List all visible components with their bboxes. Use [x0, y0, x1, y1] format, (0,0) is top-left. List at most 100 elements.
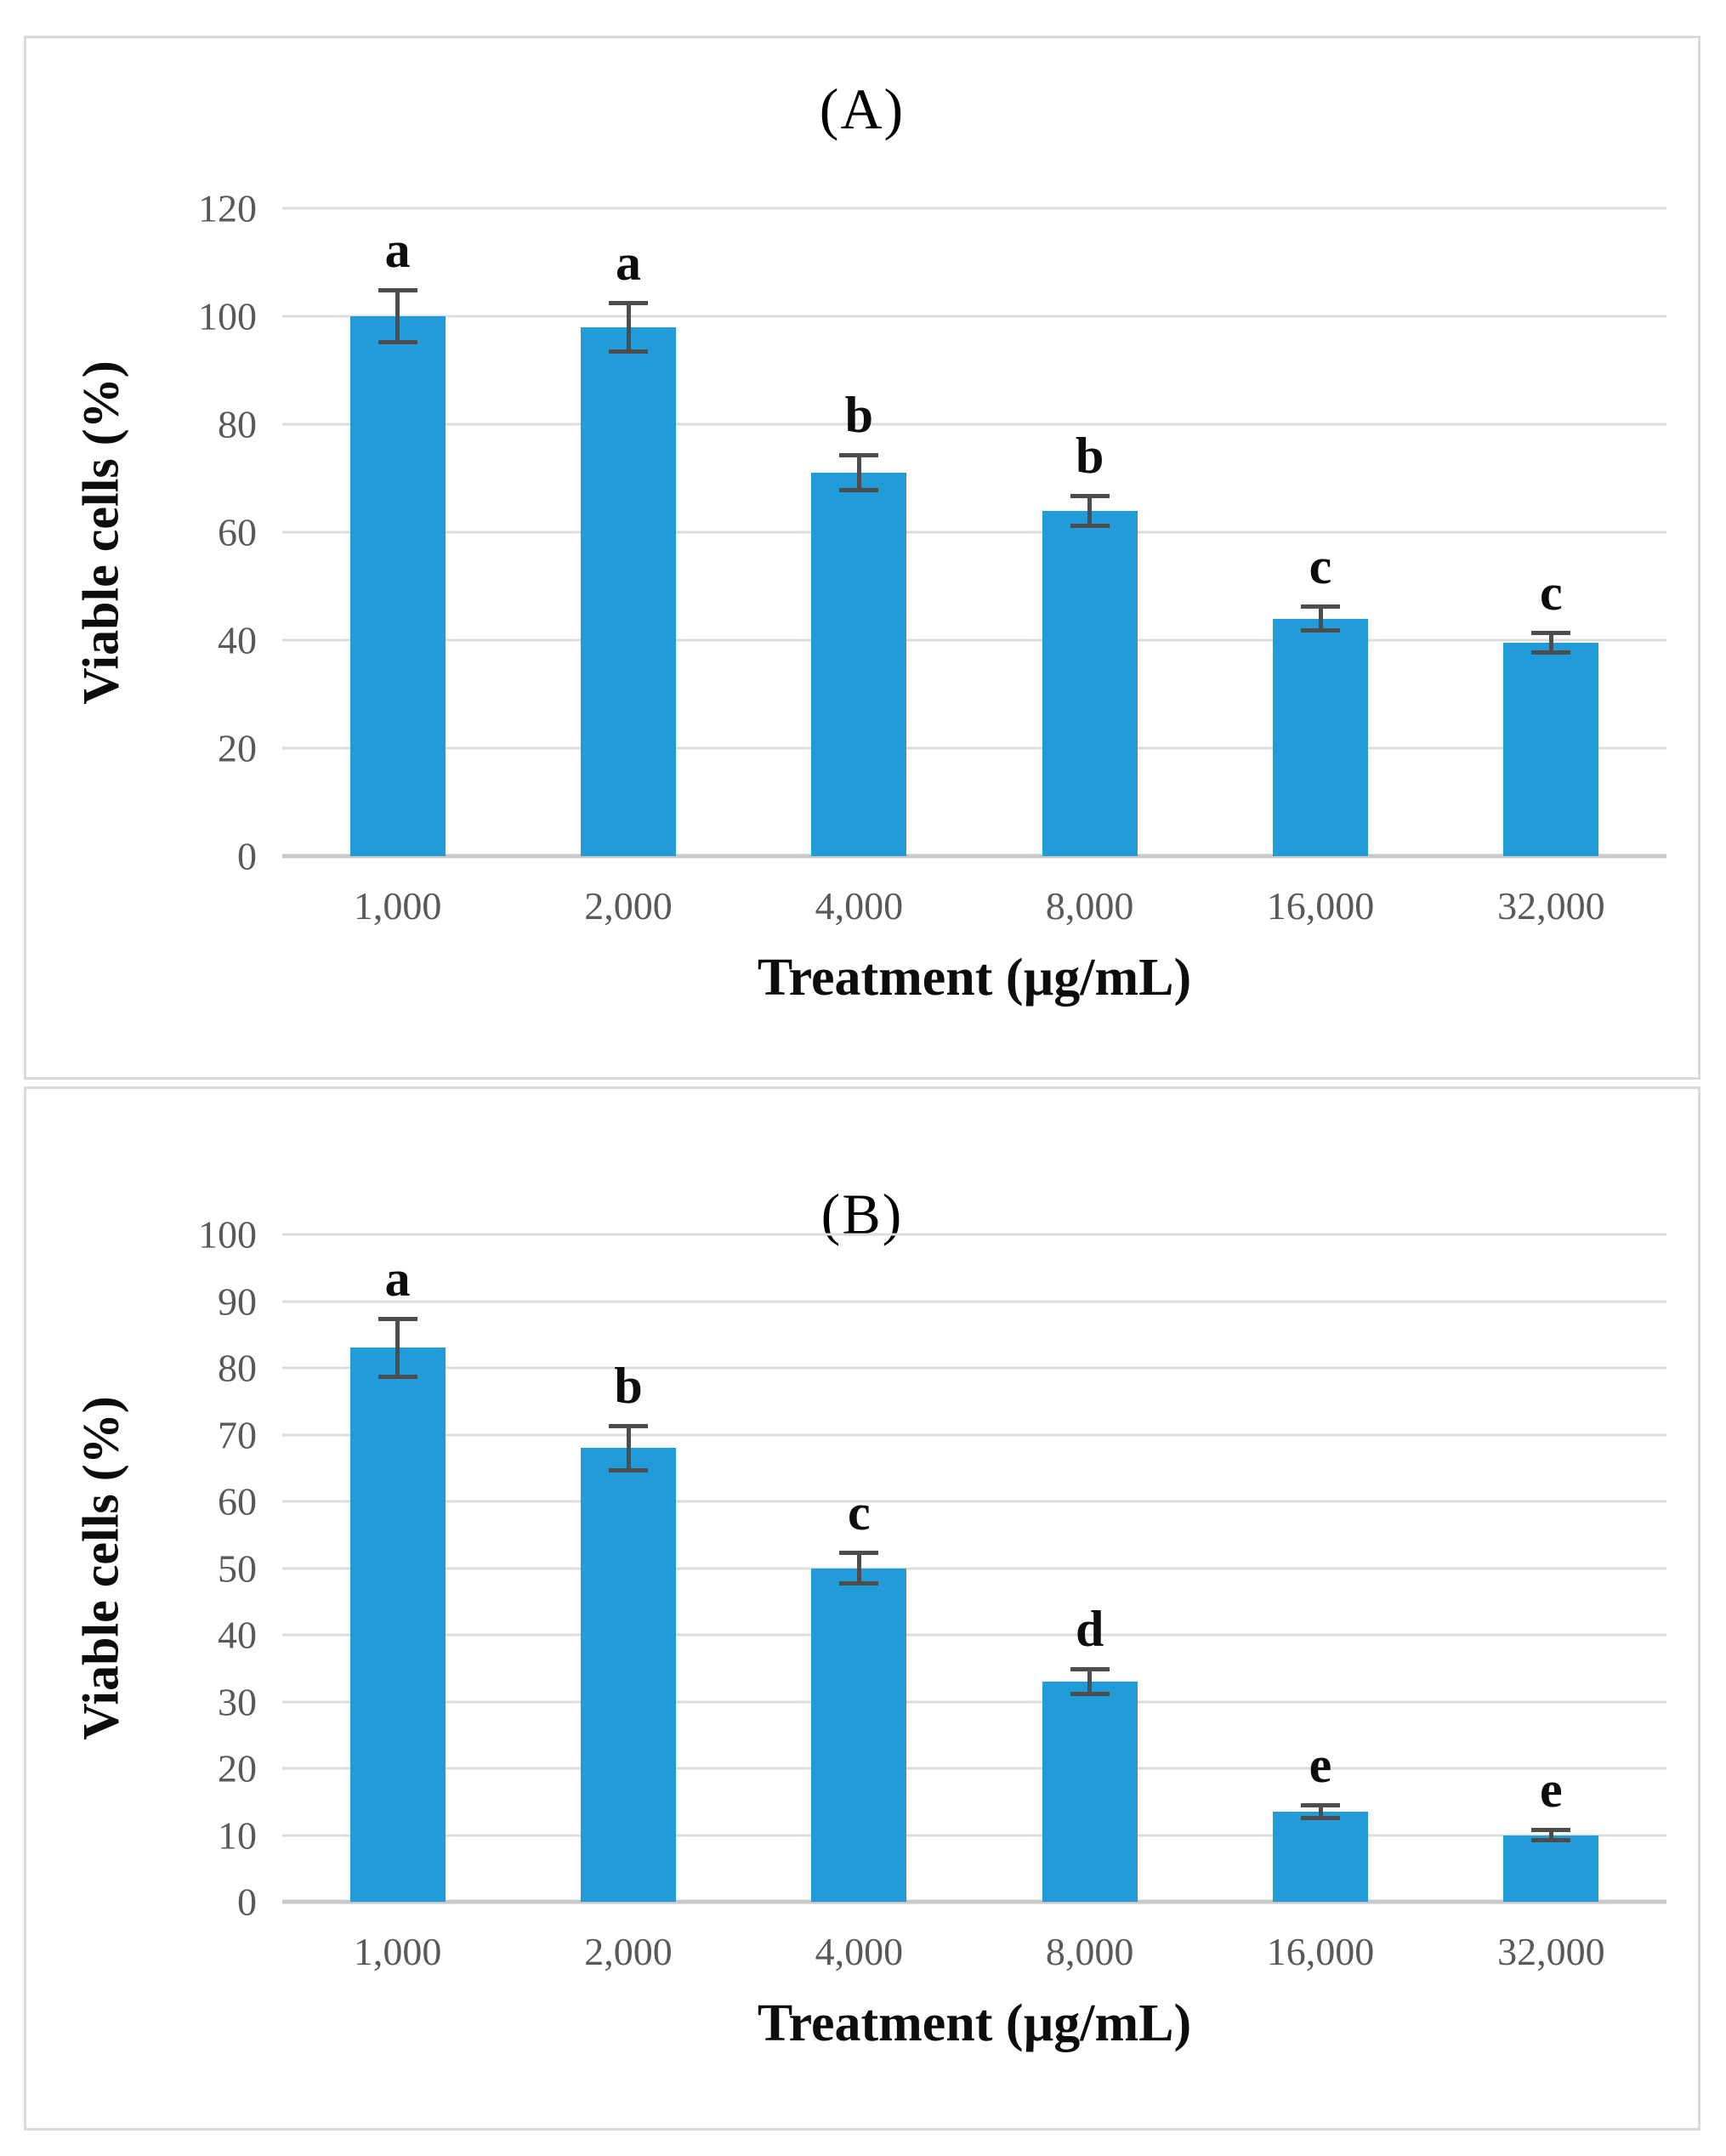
- x-tick-label: 2,000: [584, 1930, 673, 1973]
- error-bar-cap-top: [839, 452, 879, 457]
- error-bar-cap-top: [609, 1423, 648, 1428]
- significance-letter: c: [1540, 565, 1563, 621]
- significance-letter: b: [844, 386, 874, 443]
- gridline: [282, 638, 1666, 642]
- significance-letter: b: [614, 1357, 643, 1414]
- y-tick-label: 90: [218, 1279, 257, 1323]
- error-bar: [1087, 1668, 1093, 1695]
- x-axis-title: Treatment (µg/mL): [757, 949, 1192, 1007]
- y-tick-label: 120: [198, 186, 257, 230]
- x-tick-label: 1,000: [353, 884, 442, 928]
- y-tick-label: 10: [218, 1813, 257, 1857]
- bar: [811, 473, 907, 856]
- x-tick-label: 4,000: [815, 884, 904, 928]
- error-bar-cap-bottom: [839, 1581, 879, 1586]
- y-tick-label: 50: [218, 1546, 257, 1590]
- y-tick-label: 20: [218, 1746, 257, 1790]
- gridline: [282, 746, 1666, 750]
- bar: [349, 1348, 446, 1902]
- y-tick-label: 20: [218, 726, 257, 770]
- error-bar-cap-bottom: [1531, 650, 1571, 655]
- error-bar-cap-top: [1070, 493, 1110, 498]
- x-axis-tick-labels: 1,000 2,000 4,000 8,000 16,000 32,000: [282, 1929, 1666, 1980]
- gridline: [282, 1767, 1666, 1770]
- bar: [1273, 1812, 1368, 1902]
- error-bar-cap-top: [839, 1550, 879, 1555]
- x-axis-title: Treatment (µg/mL): [757, 1994, 1192, 2052]
- gridline: [282, 1700, 1666, 1703]
- gridline: [282, 1567, 1666, 1569]
- gridline: [282, 1366, 1666, 1370]
- bar: [1042, 510, 1138, 856]
- bar: [1503, 1835, 1599, 1902]
- gridline: [282, 1433, 1666, 1436]
- plot-area: a b c d e e: [282, 1233, 1666, 1904]
- error-bar-cap-bottom: [609, 349, 648, 354]
- gridline: [282, 1834, 1666, 1836]
- gridline: [282, 423, 1666, 426]
- significance-letter: a: [384, 222, 411, 279]
- x-tick-label: 4,000: [815, 1930, 904, 1973]
- error-bar-cap-bottom: [378, 339, 417, 344]
- x-axis-tick-labels: 1,000 2,000 4,000 8,000 16,000 32,000: [282, 883, 1666, 934]
- y-tick-label: 40: [218, 618, 257, 662]
- error-bar: [1318, 604, 1323, 633]
- gridline: [282, 1500, 1666, 1503]
- y-tick-label: 60: [218, 1479, 257, 1523]
- error-bar-cap-bottom: [1301, 1816, 1340, 1821]
- significance-letter: a: [616, 234, 641, 291]
- figure-panel-b: (B) Viable cells (%) 0 10 20 30 40 50 60 70 80 90…: [24, 1087, 1700, 2130]
- panel-title-a: (A): [819, 77, 906, 141]
- x-tick-label: 32,000: [1497, 884, 1605, 928]
- x-tick-label: 8,000: [1045, 1930, 1134, 1973]
- x-axis-line: [282, 1899, 1666, 1904]
- error-bar-cap-top: [1301, 604, 1340, 609]
- error-bar-cap-bottom: [1531, 1838, 1571, 1843]
- y-axis-tick-labels: 0 10 20 30 40 50 60 70 80 90 100: [26, 1213, 257, 1924]
- significance-letter: c: [848, 1484, 871, 1540]
- error-bar: [395, 289, 400, 343]
- gridline: [282, 1633, 1666, 1637]
- error-bar-cap-top: [1531, 631, 1571, 636]
- error-bar: [1318, 1803, 1323, 1820]
- error-bar-cap-bottom: [839, 488, 879, 493]
- error-bar-cap-bottom: [1301, 628, 1340, 633]
- error-bar-cap-top: [378, 1317, 417, 1322]
- bar: [811, 1568, 907, 1902]
- error-bar-cap-bottom: [1070, 1691, 1110, 1696]
- significance-letter: e: [1309, 1736, 1332, 1793]
- gridline: [282, 530, 1666, 534]
- error-bar: [626, 1424, 631, 1472]
- significance-letter: c: [1309, 537, 1332, 594]
- y-tick-label: 30: [218, 1680, 257, 1723]
- x-axis-line: [282, 854, 1666, 859]
- error-bar-cap-top: [1531, 1827, 1571, 1832]
- y-tick-label: 0: [237, 1880, 257, 1924]
- error-bar-cap-bottom: [609, 1467, 648, 1472]
- significance-letter: e: [1540, 1761, 1563, 1818]
- bar: [349, 316, 446, 856]
- error-bar-cap-top: [1070, 1667, 1110, 1672]
- error-bar-cap-bottom: [1070, 523, 1110, 528]
- error-bar-cap-top: [1301, 1802, 1340, 1807]
- error-bar: [395, 1318, 400, 1378]
- x-tick-label: 2,000: [584, 884, 673, 928]
- y-tick-label: 80: [218, 1346, 257, 1390]
- error-bar: [856, 1551, 861, 1586]
- significance-letter: a: [384, 1251, 411, 1308]
- y-tick-label: 0: [237, 834, 257, 878]
- y-axis-tick-labels: 0 20 40 60 80 100 120: [26, 187, 257, 878]
- gridline: [282, 1233, 1666, 1236]
- bar: [1273, 618, 1368, 856]
- bar: [581, 1448, 676, 1902]
- y-tick-label: 60: [218, 510, 257, 554]
- error-bar: [856, 453, 861, 492]
- y-tick-label: 100: [198, 1212, 257, 1257]
- error-bar: [1087, 494, 1093, 527]
- gridline: [282, 315, 1666, 318]
- bar: [581, 326, 676, 856]
- y-tick-label: 100: [198, 294, 257, 338]
- bar: [1042, 1681, 1138, 1902]
- x-tick-label: 16,000: [1266, 884, 1375, 928]
